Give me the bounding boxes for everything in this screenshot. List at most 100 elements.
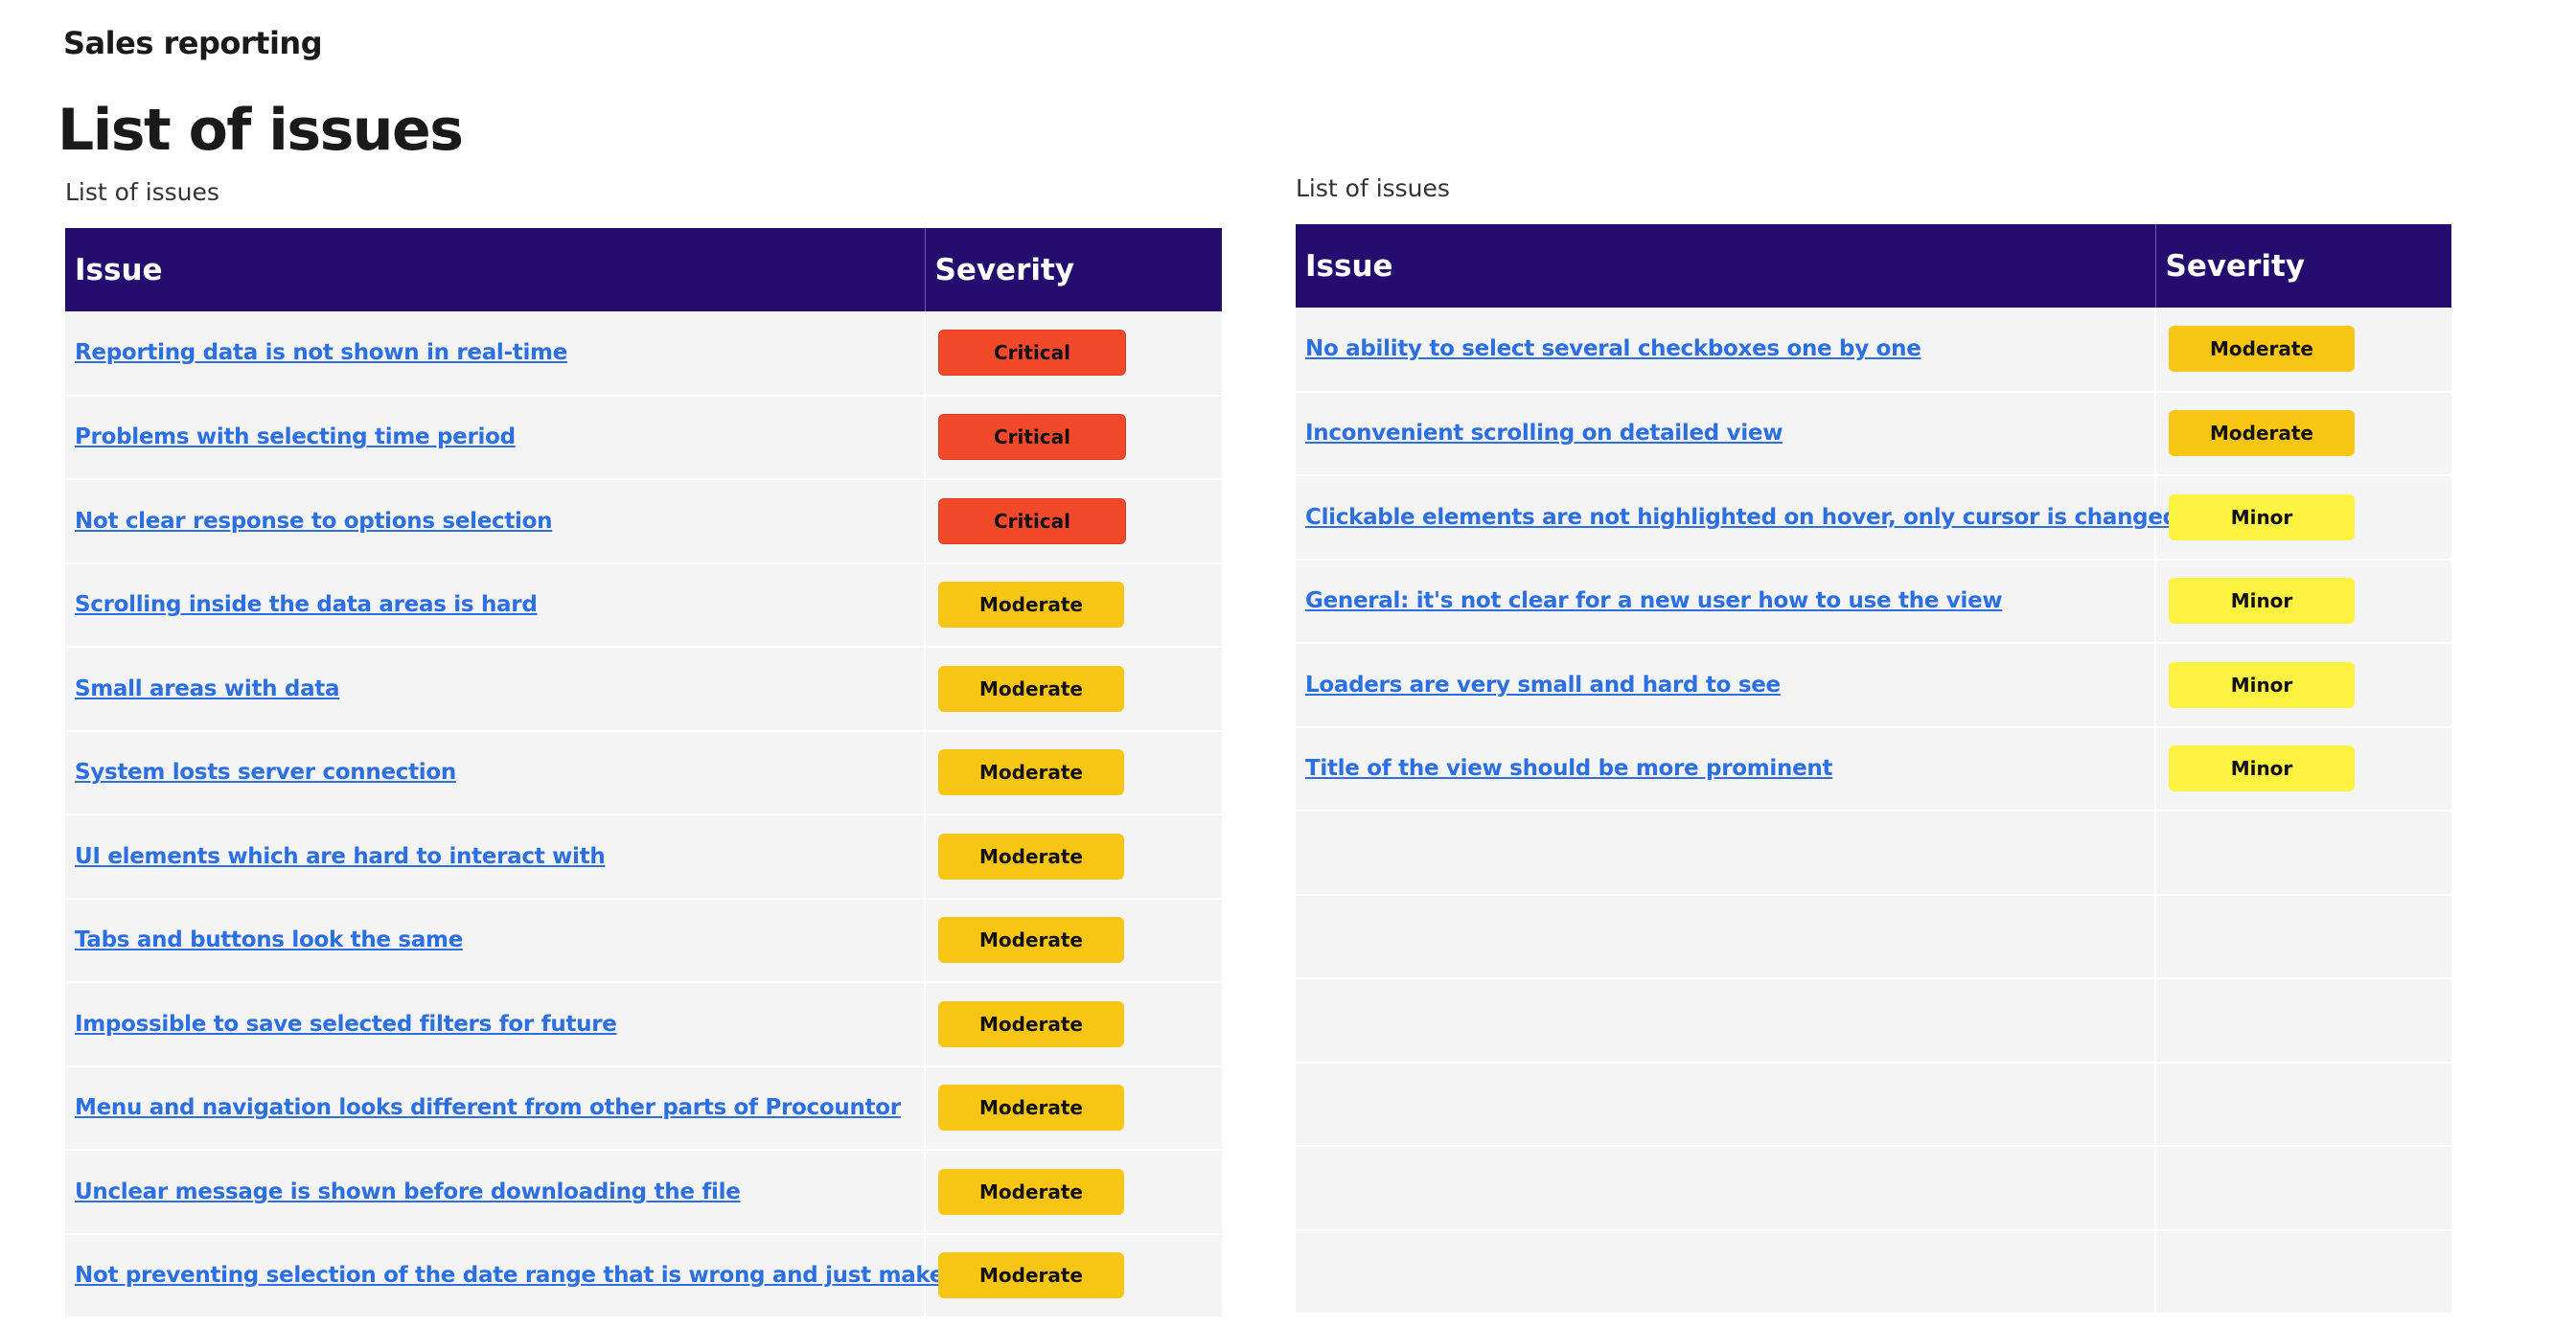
issue-cell: Not preventing selection of the date ran… — [65, 1233, 1062, 1318]
table-row: Impossible to save selected filters for … — [65, 982, 1222, 1067]
table-row: Clickable elements are not highlighted o… — [1296, 475, 2451, 561]
severity-cell: Critical — [925, 395, 1222, 480]
right-issues-table: Issue Severity No ability to select seve… — [1296, 224, 2451, 1315]
severity-cell: Moderate — [925, 1065, 1222, 1151]
issue-link[interactable]: No ability to select several checkboxes … — [1305, 336, 1921, 362]
issue-cell — [1296, 894, 2156, 979]
table-row — [1296, 1229, 2451, 1315]
severity-badge: Moderate — [938, 1085, 1124, 1132]
severity-badge: Minor — [2169, 745, 2355, 792]
left-issues-table: Issue Severity Reporting data is not sho… — [65, 228, 1222, 1318]
severity-cell: Moderate — [925, 647, 1222, 732]
issue-link[interactable]: General: it's not clear for a new user h… — [1305, 588, 2003, 614]
severity-cell: Critical — [925, 479, 1222, 564]
issue-cell: Title of the view should be more promine… — [1296, 726, 2156, 812]
table-row: Scrolling inside the data areas is hard … — [65, 562, 1222, 648]
issue-link[interactable]: Unclear message is shown before download… — [75, 1179, 741, 1204]
issue-cell — [1296, 1146, 2156, 1231]
table-row — [1296, 1146, 2451, 1231]
table-row: Inconvenient scrolling on detailed view M… — [1296, 391, 2451, 476]
severity-badge: Minor — [2169, 661, 2355, 708]
issue-cell: Inconvenient scrolling on detailed view — [1296, 391, 2156, 476]
issue-link[interactable]: Reporting data is not shown in real-time — [75, 340, 568, 366]
table-row: Loaders are very small and hard to see Mi… — [1296, 643, 2451, 728]
severity-badge: Minor — [2169, 493, 2355, 540]
severity-cell: Minor — [2155, 643, 2451, 728]
severity-cell: Moderate — [925, 1150, 1222, 1235]
table-row: No ability to select several checkboxes … — [1296, 308, 2451, 393]
issue-link[interactable]: Not preventing selection of the date ran… — [75, 1263, 1062, 1289]
table-row: Tabs and buttons look the same Moderate — [65, 898, 1222, 983]
severity-cell: Moderate — [925, 562, 1222, 648]
issue-cell: General: it's not clear for a new user h… — [1296, 559, 2156, 644]
issue-link[interactable]: Clickable elements are not highlighted o… — [1305, 504, 2178, 530]
severity-cell — [2155, 1229, 2451, 1315]
issue-cell: Reporting data is not shown in real-time — [65, 311, 926, 397]
issue-cell: Tabs and buttons look the same — [65, 898, 926, 983]
severity-badge: Critical — [938, 330, 1126, 377]
severity-cell: Moderate — [925, 730, 1222, 815]
severity-cell — [2155, 811, 2451, 896]
issue-cell — [1296, 1062, 2156, 1147]
severity-badge: Moderate — [938, 582, 1124, 629]
issue-column-header: Issue — [65, 228, 926, 311]
issue-cell: Menu and navigation looks different from… — [65, 1065, 926, 1151]
issue-cell — [1296, 1229, 2156, 1315]
severity-cell — [2155, 978, 2451, 1064]
page-title: List of issues — [58, 97, 464, 164]
severity-cell: Moderate — [925, 982, 1222, 1067]
severity-badge: Moderate — [938, 1168, 1124, 1215]
issue-cell: Small areas with data — [65, 647, 926, 732]
left-table-body: Reporting data is not shown in real-time… — [65, 311, 1222, 1318]
issue-link[interactable]: Not clear response to options selection — [75, 508, 553, 534]
severity-badge: Moderate — [2169, 326, 2355, 373]
severity-cell: Critical — [925, 311, 1222, 397]
issue-link[interactable]: Scrolling inside the data areas is hard — [75, 592, 538, 618]
issue-link[interactable]: Inconvenient scrolling on detailed view — [1305, 421, 1783, 446]
issue-cell: Impossible to save selected filters for … — [65, 982, 926, 1067]
issue-cell: Unclear message is shown before download… — [65, 1150, 926, 1235]
left-issues-panel: List of issues Issue Severity Reporting … — [65, 178, 1222, 1318]
table-row: Title of the view should be more promine… — [1296, 726, 2451, 812]
issue-link[interactable]: Menu and navigation looks different from… — [75, 1095, 901, 1121]
table-row: Menu and navigation looks different from… — [65, 1065, 1222, 1151]
issue-cell: No ability to select several checkboxes … — [1296, 308, 2156, 393]
severity-cell: Moderate — [925, 814, 1222, 900]
table-row: Small areas with data Moderate — [65, 647, 1222, 732]
severity-cell: Minor — [2155, 559, 2451, 644]
issue-cell: Problems with selecting time period — [65, 395, 926, 480]
table-header-row: Issue Severity — [65, 228, 1222, 311]
severity-badge: Moderate — [938, 833, 1124, 880]
issue-link[interactable]: Title of the view should be more promine… — [1305, 756, 1833, 782]
issue-cell — [1296, 978, 2156, 1064]
severity-badge: Moderate — [938, 1000, 1124, 1047]
issue-cell: UI elements which are hard to interact w… — [65, 814, 926, 900]
table-row — [1296, 1062, 2451, 1147]
issue-link[interactable]: Tabs and buttons look the same — [75, 927, 464, 953]
table-row: Reporting data is not shown in real-time… — [65, 311, 1222, 397]
issue-link[interactable]: UI elements which are hard to interact w… — [75, 843, 606, 869]
table-row: Unclear message is shown before download… — [65, 1150, 1222, 1235]
table-row: UI elements which are hard to interact w… — [65, 814, 1222, 900]
severity-cell: Moderate — [925, 898, 1222, 983]
issue-link[interactable]: Problems with selecting time period — [75, 424, 516, 450]
issue-link[interactable]: Loaders are very small and hard to see — [1305, 672, 1781, 698]
table-row: Not clear response to options selection C… — [65, 479, 1222, 564]
table-row: Problems with selecting time period Criti… — [65, 395, 1222, 480]
issue-cell: Loaders are very small and hard to see — [1296, 643, 2156, 728]
severity-cell: Moderate — [2155, 308, 2451, 393]
severity-cell: Minor — [2155, 726, 2451, 812]
severity-cell — [2155, 894, 2451, 979]
severity-column-header: Severity — [2155, 224, 2451, 308]
severity-cell — [2155, 1146, 2451, 1231]
table-row: System losts server connection Moderate — [65, 730, 1222, 815]
issue-cell — [1296, 811, 2156, 896]
left-table-caption: List of issues — [65, 178, 219, 206]
issue-link[interactable]: System losts server connection — [75, 760, 456, 786]
table-row: General: it's not clear for a new user h… — [1296, 559, 2451, 644]
severity-badge: Moderate — [938, 749, 1124, 796]
table-row — [1296, 811, 2451, 896]
issue-link[interactable]: Impossible to save selected filters for … — [75, 1011, 617, 1037]
severity-badge: Moderate — [938, 665, 1124, 712]
issue-link[interactable]: Small areas with data — [75, 675, 340, 701]
